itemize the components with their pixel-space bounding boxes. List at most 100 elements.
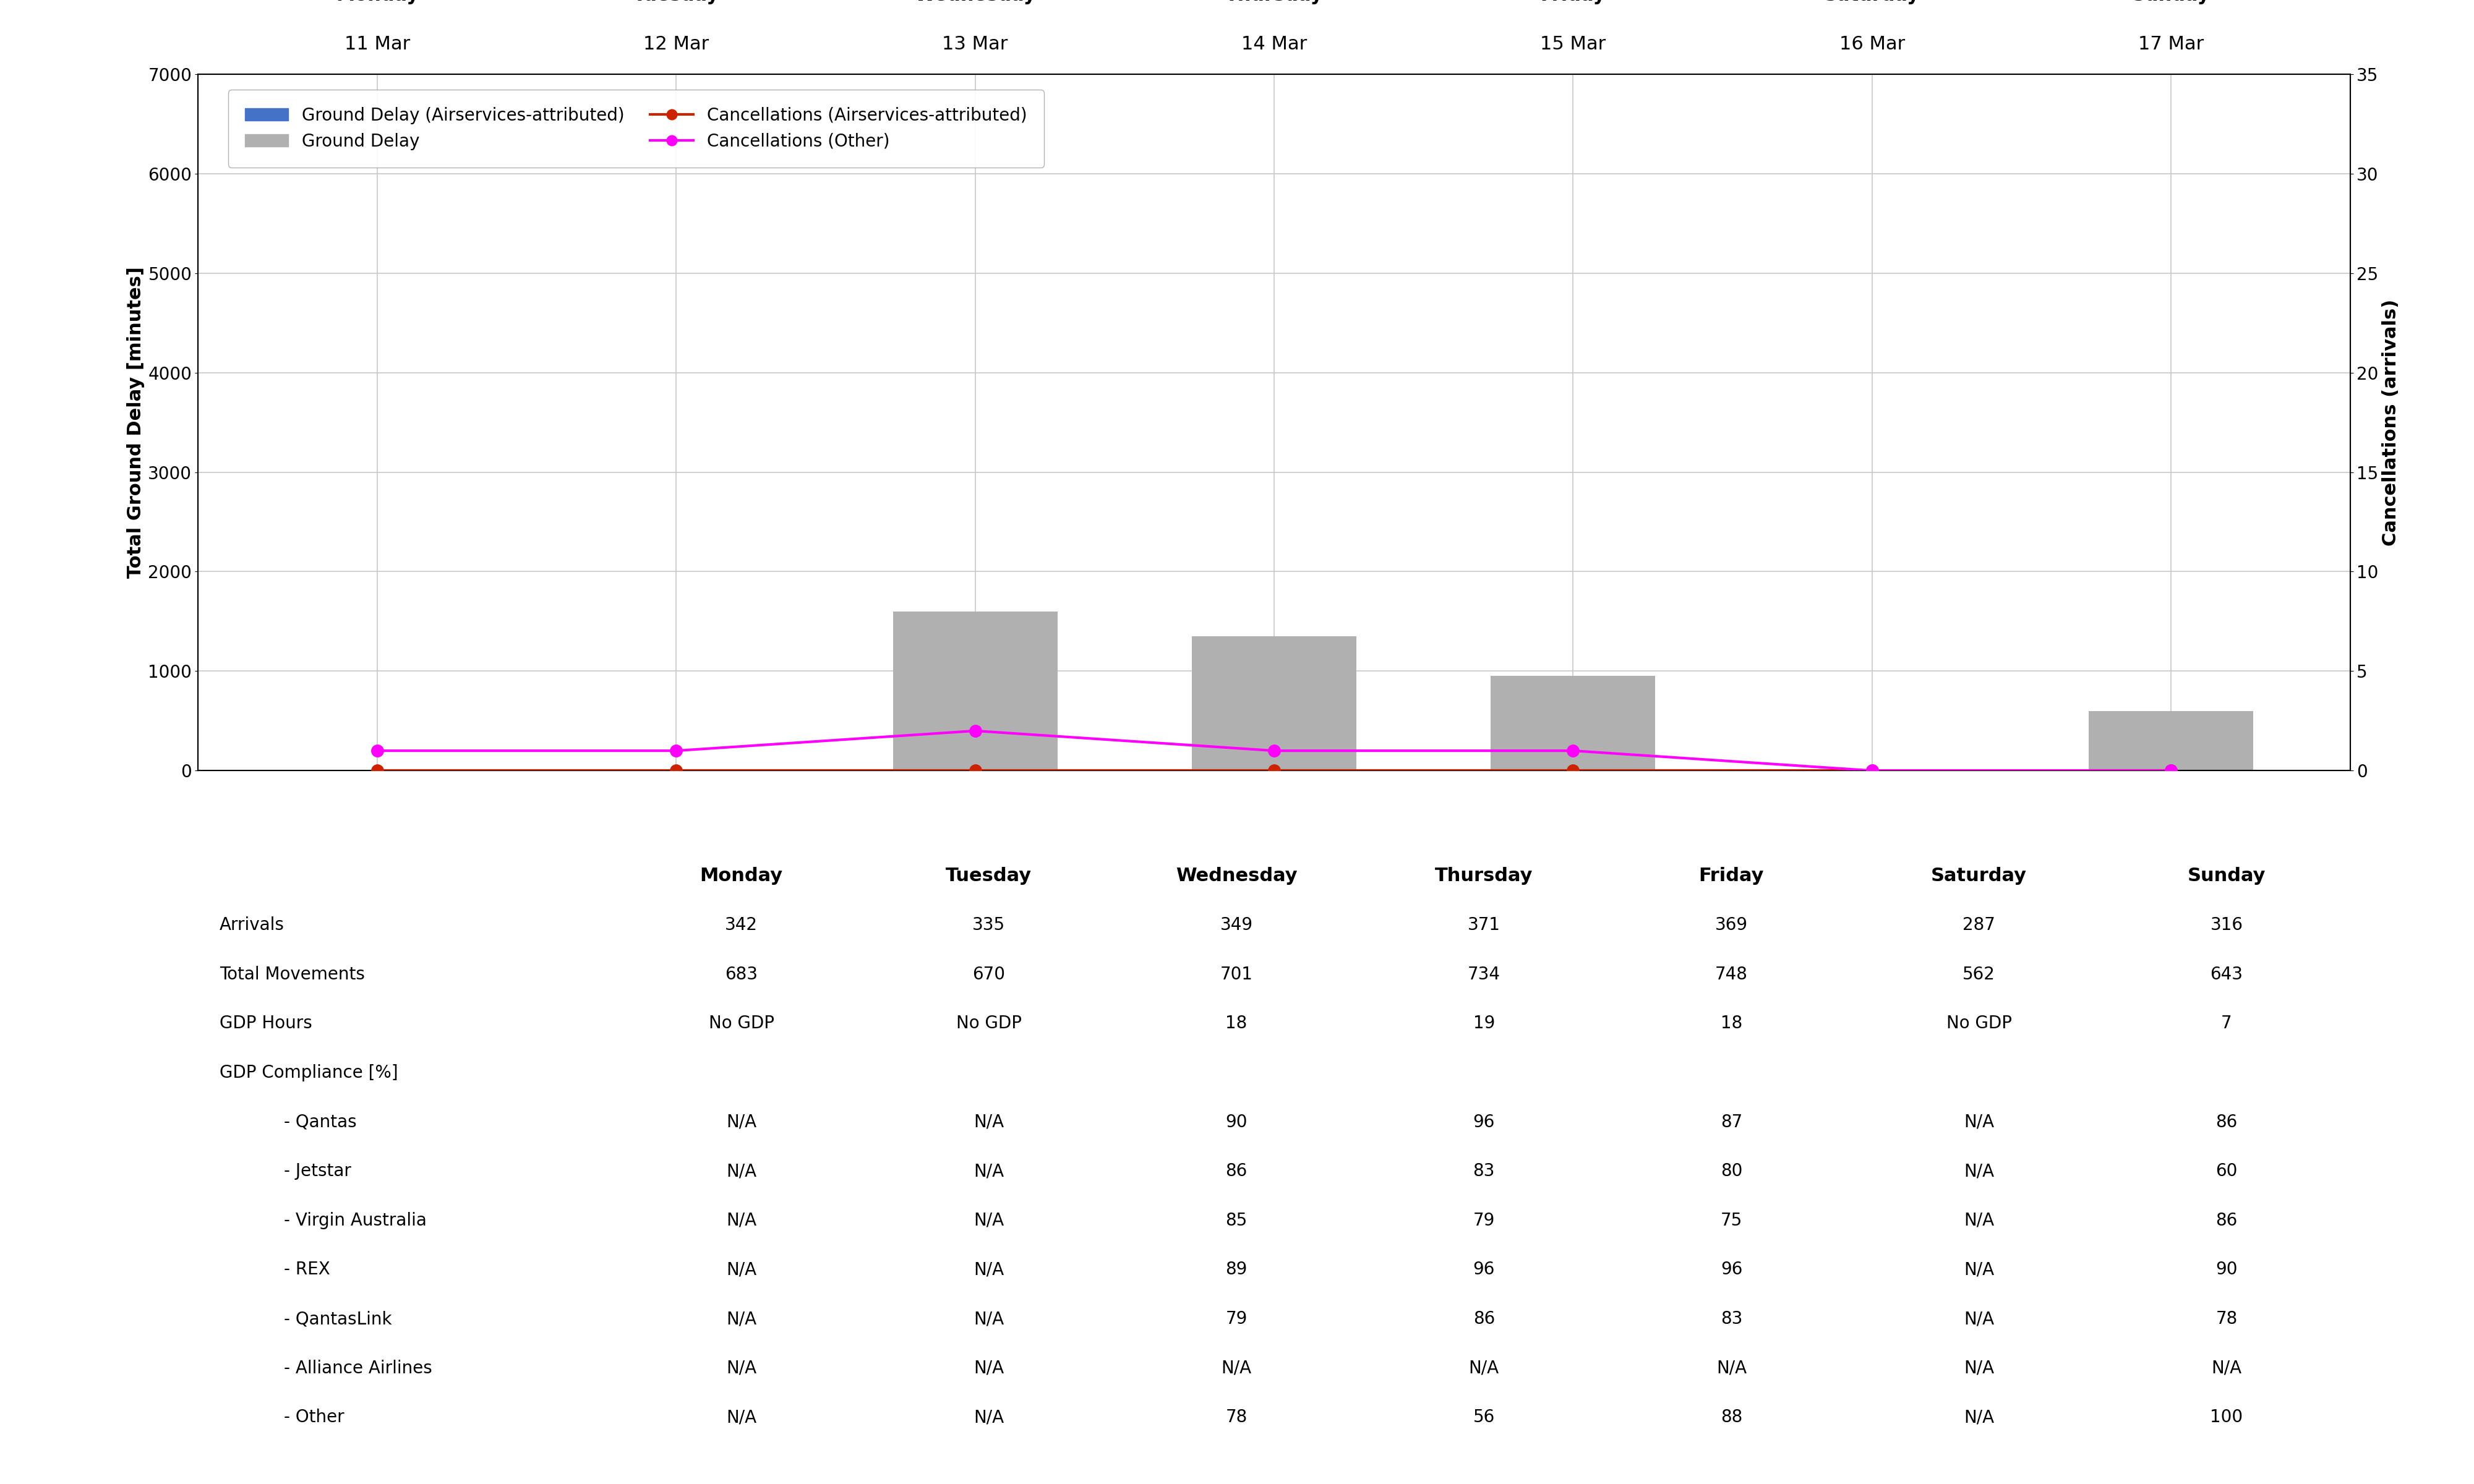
Text: N/A: N/A bbox=[1964, 1113, 1994, 1131]
Text: GDP Compliance [%]: GDP Compliance [%] bbox=[220, 1064, 398, 1082]
Text: 90: 90 bbox=[1225, 1113, 1247, 1131]
Text: GDP Hours: GDP Hours bbox=[220, 1015, 312, 1033]
Text: 369: 369 bbox=[1714, 917, 1749, 933]
Text: - Jetstar: - Jetstar bbox=[285, 1162, 351, 1180]
Text: 56: 56 bbox=[1472, 1408, 1494, 1426]
Text: No GDP: No GDP bbox=[708, 1015, 774, 1033]
Text: 80: 80 bbox=[1719, 1162, 1742, 1180]
Text: 60: 60 bbox=[2217, 1162, 2236, 1180]
Text: 287: 287 bbox=[1962, 917, 1997, 933]
Bar bbox=[1492, 677, 1655, 770]
Cancellations (Other) bbox=[661, 742, 690, 760]
Text: 7: 7 bbox=[2222, 1015, 2232, 1033]
Text: Sunday: Sunday bbox=[2187, 867, 2266, 884]
Text: - Qantas: - Qantas bbox=[285, 1113, 356, 1131]
Cancellations (Airservices-attributed) bbox=[1858, 761, 1888, 779]
Cancellations (Other) bbox=[1259, 742, 1289, 760]
Text: 87: 87 bbox=[1719, 1113, 1742, 1131]
Text: N/A: N/A bbox=[2212, 1359, 2241, 1377]
Text: N/A: N/A bbox=[1717, 1359, 1747, 1377]
Text: 96: 96 bbox=[1472, 1261, 1494, 1278]
Text: N/A: N/A bbox=[1222, 1359, 1252, 1377]
Text: Saturday: Saturday bbox=[1932, 867, 2026, 884]
Text: 79: 79 bbox=[1225, 1310, 1247, 1328]
Text: 88: 88 bbox=[1719, 1408, 1742, 1426]
Cancellations (Other) bbox=[361, 742, 391, 760]
Bar bbox=[893, 611, 1056, 770]
Cancellations (Other) bbox=[960, 721, 990, 739]
Text: Thursday: Thursday bbox=[1435, 867, 1534, 884]
Text: No GDP: No GDP bbox=[955, 1015, 1022, 1033]
Text: N/A: N/A bbox=[727, 1310, 757, 1328]
Text: 18: 18 bbox=[1719, 1015, 1742, 1033]
Text: 371: 371 bbox=[1467, 917, 1499, 933]
Text: - Virgin Australia: - Virgin Australia bbox=[285, 1212, 428, 1229]
Text: N/A: N/A bbox=[975, 1310, 1004, 1328]
Text: 96: 96 bbox=[1719, 1261, 1742, 1278]
Text: 86: 86 bbox=[1472, 1310, 1494, 1328]
Text: 683: 683 bbox=[725, 966, 757, 982]
Text: 19: 19 bbox=[1472, 1015, 1494, 1033]
Text: Thursday: Thursday bbox=[1225, 0, 1324, 4]
Text: 90: 90 bbox=[2217, 1261, 2236, 1278]
Text: Saturday: Saturday bbox=[1823, 0, 1920, 4]
Bar bbox=[1192, 637, 1356, 770]
Text: N/A: N/A bbox=[1964, 1359, 1994, 1377]
Text: 15 Mar: 15 Mar bbox=[1541, 36, 1606, 53]
Cancellations (Airservices-attributed) bbox=[960, 761, 990, 779]
Text: Wednesday: Wednesday bbox=[915, 0, 1037, 4]
Text: Monday: Monday bbox=[336, 0, 418, 4]
Bar bbox=[2088, 711, 2254, 770]
Cancellations (Airservices-attributed) bbox=[1259, 761, 1289, 779]
Cancellations (Airservices-attributed) bbox=[361, 761, 391, 779]
Text: 562: 562 bbox=[1962, 966, 1997, 982]
Text: 83: 83 bbox=[1472, 1162, 1494, 1180]
Y-axis label: Cancellations (arrivals): Cancellations (arrivals) bbox=[2382, 298, 2400, 546]
Text: 734: 734 bbox=[1467, 966, 1499, 982]
Text: No GDP: No GDP bbox=[1947, 1015, 2011, 1033]
Text: 316: 316 bbox=[2209, 917, 2244, 933]
Text: Friday: Friday bbox=[1541, 0, 1606, 4]
Text: 14 Mar: 14 Mar bbox=[1242, 36, 1306, 53]
Text: 11 Mar: 11 Mar bbox=[344, 36, 411, 53]
Legend: Ground Delay (Airservices-attributed), Ground Delay, Cancellations (Airservices-: Ground Delay (Airservices-attributed), G… bbox=[228, 89, 1044, 168]
Text: N/A: N/A bbox=[727, 1162, 757, 1180]
Text: 89: 89 bbox=[1225, 1261, 1247, 1278]
Text: 85: 85 bbox=[1225, 1212, 1247, 1229]
Text: 75: 75 bbox=[1719, 1212, 1742, 1229]
Text: Wednesday: Wednesday bbox=[1175, 867, 1296, 884]
Text: N/A: N/A bbox=[1964, 1408, 1994, 1426]
Text: 83: 83 bbox=[1719, 1310, 1742, 1328]
Text: N/A: N/A bbox=[975, 1359, 1004, 1377]
Cancellations (Other) bbox=[2157, 761, 2187, 779]
Text: 100: 100 bbox=[2209, 1408, 2244, 1426]
Text: N/A: N/A bbox=[975, 1113, 1004, 1131]
Text: 748: 748 bbox=[1714, 966, 1747, 982]
Text: 86: 86 bbox=[1225, 1162, 1247, 1180]
Text: Tuesday: Tuesday bbox=[945, 867, 1032, 884]
Cancellations (Airservices-attributed) bbox=[2157, 761, 2187, 779]
Text: N/A: N/A bbox=[1964, 1212, 1994, 1229]
Cancellations (Other) bbox=[1559, 742, 1588, 760]
Text: N/A: N/A bbox=[727, 1359, 757, 1377]
Text: - Alliance Airlines: - Alliance Airlines bbox=[285, 1359, 433, 1377]
Text: 12 Mar: 12 Mar bbox=[643, 36, 710, 53]
Text: 335: 335 bbox=[972, 917, 1004, 933]
Text: Tuesday: Tuesday bbox=[633, 0, 720, 4]
Text: 349: 349 bbox=[1220, 917, 1252, 933]
Text: Sunday: Sunday bbox=[2133, 0, 2209, 4]
Text: Total Movements: Total Movements bbox=[220, 966, 364, 982]
Text: 670: 670 bbox=[972, 966, 1004, 982]
Text: Arrivals: Arrivals bbox=[220, 917, 285, 933]
Text: N/A: N/A bbox=[975, 1212, 1004, 1229]
Text: 16 Mar: 16 Mar bbox=[1838, 36, 1905, 53]
Text: - REX: - REX bbox=[285, 1261, 329, 1278]
Text: 18: 18 bbox=[1225, 1015, 1247, 1033]
Text: 342: 342 bbox=[725, 917, 757, 933]
Text: N/A: N/A bbox=[1964, 1310, 1994, 1328]
Text: 78: 78 bbox=[2217, 1310, 2236, 1328]
Text: 13 Mar: 13 Mar bbox=[943, 36, 1007, 53]
Text: N/A: N/A bbox=[727, 1212, 757, 1229]
Text: Monday: Monday bbox=[700, 867, 782, 884]
Text: 17 Mar: 17 Mar bbox=[2138, 36, 2204, 53]
